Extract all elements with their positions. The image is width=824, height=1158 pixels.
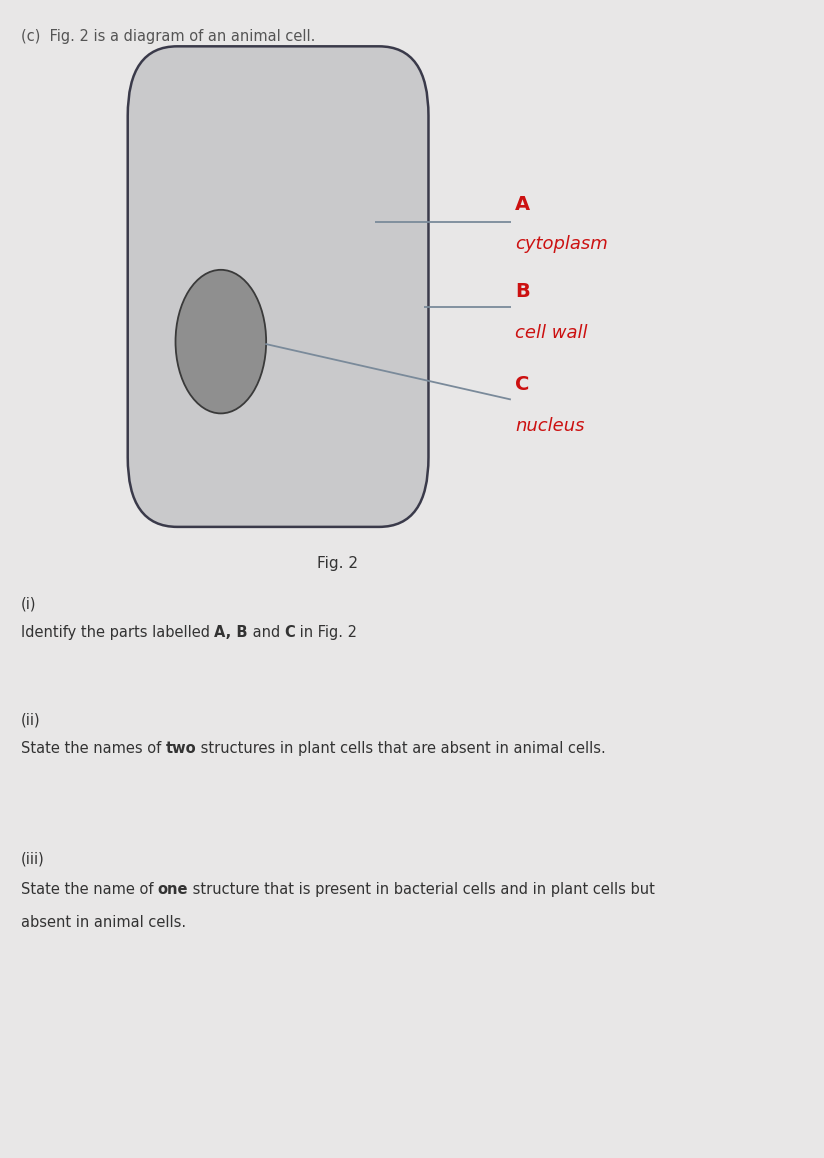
Text: A: A: [515, 196, 530, 214]
Text: absent in animal cells.: absent in animal cells.: [21, 915, 185, 930]
Text: cell wall: cell wall: [515, 324, 588, 343]
Text: (i): (i): [21, 596, 36, 611]
Text: A, B: A, B: [214, 625, 248, 640]
Text: and: and: [248, 625, 284, 640]
Text: one: one: [157, 882, 188, 897]
Text: State the names of: State the names of: [21, 741, 166, 756]
Text: structures in plant cells that are absent in animal cells.: structures in plant cells that are absen…: [196, 741, 606, 756]
Text: in Fig. 2: in Fig. 2: [295, 625, 358, 640]
Ellipse shape: [176, 270, 266, 413]
Text: cytoplasm: cytoplasm: [515, 235, 608, 254]
Text: Fig. 2: Fig. 2: [317, 556, 358, 571]
Text: C: C: [515, 375, 529, 394]
Text: State the name of: State the name of: [21, 882, 157, 897]
Text: nucleus: nucleus: [515, 417, 584, 435]
FancyBboxPatch shape: [128, 46, 428, 527]
Text: C: C: [284, 625, 295, 640]
Text: structure that is present in bacterial cells and in plant cells but: structure that is present in bacterial c…: [188, 882, 655, 897]
Text: two: two: [166, 741, 196, 756]
Text: (iii): (iii): [21, 851, 44, 866]
Text: (c)  Fig. 2 is a diagram of an animal cell.: (c) Fig. 2 is a diagram of an animal cel…: [21, 29, 315, 44]
Text: B: B: [515, 283, 530, 301]
Text: (ii): (ii): [21, 712, 40, 727]
Text: Identify the parts labelled: Identify the parts labelled: [21, 625, 214, 640]
